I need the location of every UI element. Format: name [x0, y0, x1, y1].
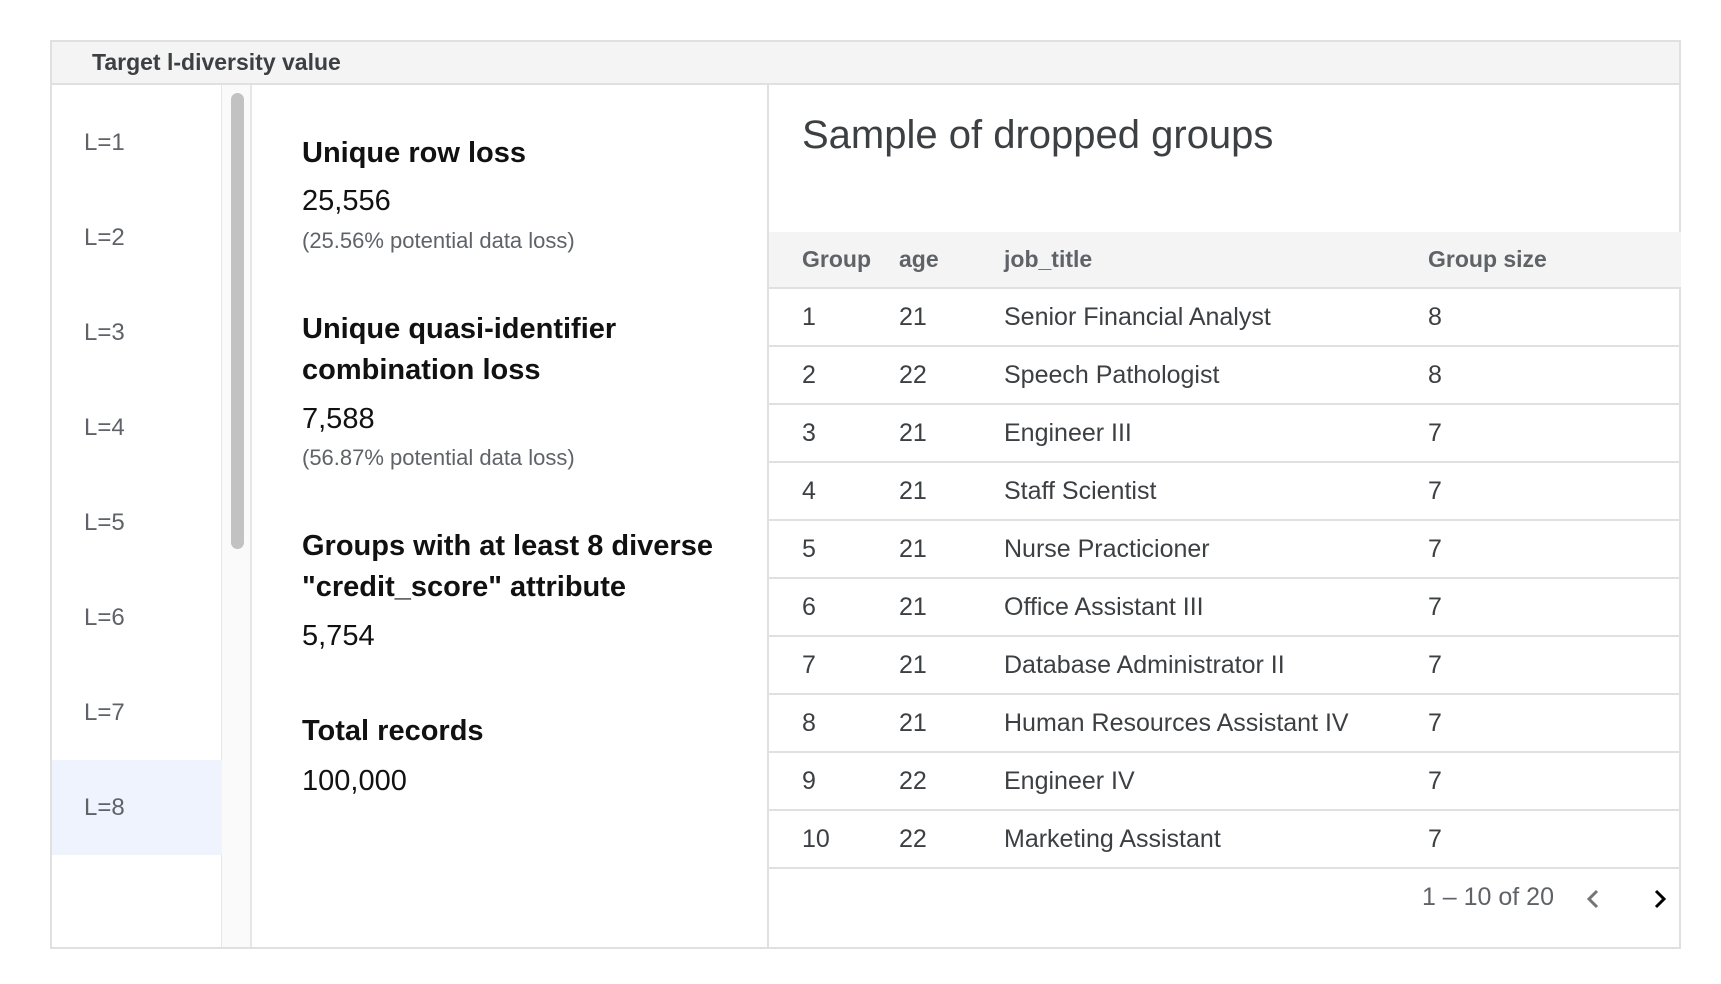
cell-group-size: 8	[1428, 288, 1681, 347]
table-row: 7 21 Database Administrator II 7	[769, 636, 1681, 695]
pagination-range: 1 – 10 of 20	[1421, 883, 1554, 911]
cell-job-title: Office Assistant III	[1004, 578, 1428, 637]
cell-group-size: 7	[1428, 694, 1681, 753]
cell-group: 4	[769, 462, 899, 521]
l-value-item-8-selected[interactable]: L=8	[52, 760, 222, 855]
cell-age: 22	[899, 346, 1004, 405]
unique-row-loss-note: (25.56% potential data loss)	[302, 228, 575, 253]
cell-age: 22	[899, 810, 1004, 869]
groups-title-2: "credit_score" attribute	[302, 571, 627, 603]
cell-group-size: 7	[1428, 462, 1681, 521]
cell-age: 22	[899, 752, 1004, 811]
column-header-group: Group	[769, 232, 899, 289]
qi-loss-title-2: combination loss	[302, 354, 541, 386]
cell-group: 10	[769, 810, 899, 869]
stats-panel: Unique row loss 25,556 (25.56% potential…	[252, 85, 769, 947]
cell-group-size: 7	[1428, 578, 1681, 637]
cell-group: 3	[769, 404, 899, 463]
l-value-list: L=1 L=2 L=3 L=4 L=5 L=6 L=7 L=8	[52, 85, 222, 947]
panel-header: Target l-diversity value	[52, 42, 1679, 85]
dropped-groups-panel: Sample of dropped groups Group age job_t…	[769, 85, 1681, 947]
cell-group: 7	[769, 636, 899, 695]
cell-group: 1	[769, 288, 899, 347]
table-row: 4 21 Staff Scientist 7	[769, 462, 1681, 521]
scrollbar-track[interactable]	[222, 85, 252, 947]
table-row: 8 21 Human Resources Assistant IV 7	[769, 694, 1681, 753]
cell-job-title: Speech Pathologist	[1004, 346, 1428, 405]
cell-job-title: Staff Scientist	[1004, 462, 1428, 521]
dropped-groups-title: Sample of dropped groups	[802, 113, 1274, 157]
table-row: 10 22 Marketing Assistant 7	[769, 810, 1681, 869]
table-row: 3 21 Engineer III 7	[769, 404, 1681, 463]
cell-group: 2	[769, 346, 899, 405]
cell-group: 8	[769, 694, 899, 753]
cell-job-title: Senior Financial Analyst	[1004, 288, 1428, 347]
chevron-left-icon	[1586, 889, 1599, 909]
l-value-item-3[interactable]: L=3	[84, 318, 125, 346]
l-diversity-panel: Target l-diversity value L=1 L=2 L=3 L=4…	[50, 40, 1681, 949]
unique-row-loss-value: 25,556	[302, 185, 391, 217]
cell-group: 6	[769, 578, 899, 637]
table-row: 5 21 Nurse Practicioner 7	[769, 520, 1681, 579]
table-header-row: Group age job_title Group size	[769, 232, 1681, 289]
cell-age: 21	[899, 694, 1004, 753]
cell-age: 21	[899, 288, 1004, 347]
l-value-item-2[interactable]: L=2	[84, 223, 125, 251]
l-value-item-4[interactable]: L=4	[84, 413, 125, 441]
cell-group-size: 7	[1428, 810, 1681, 869]
qi-loss-value: 7,588	[302, 403, 375, 435]
cell-group-size: 7	[1428, 520, 1681, 579]
table-row: 2 22 Speech Pathologist 8	[769, 346, 1681, 405]
cell-job-title: Engineer III	[1004, 404, 1428, 463]
cell-group-size: 7	[1428, 404, 1681, 463]
l-value-item-1[interactable]: L=1	[84, 128, 125, 156]
l-value-item-7[interactable]: L=7	[84, 698, 125, 726]
cell-age: 21	[899, 520, 1004, 579]
qi-loss-title-1: Unique quasi-identifier	[302, 313, 617, 345]
cell-group: 9	[769, 752, 899, 811]
cell-age: 21	[899, 636, 1004, 695]
cell-job-title: Engineer IV	[1004, 752, 1428, 811]
total-records-title: Total records	[302, 715, 484, 747]
next-page-button[interactable]	[1639, 879, 1679, 919]
chevron-right-icon	[1654, 889, 1667, 909]
l-value-item-6[interactable]: L=6	[84, 603, 125, 631]
table-row: 9 22 Engineer IV 7	[769, 752, 1681, 811]
table-row: 6 21 Office Assistant III 7	[769, 578, 1681, 637]
groups-value: 5,754	[302, 620, 375, 652]
cell-group-size: 7	[1428, 636, 1681, 695]
column-header-group-size: Group size	[1428, 232, 1681, 289]
unique-row-loss-title: Unique row loss	[302, 137, 526, 169]
groups-title-1: Groups with at least 8 diverse	[302, 530, 713, 562]
table-row: 1 21 Senior Financial Analyst 8	[769, 288, 1681, 347]
previous-page-button[interactable]	[1574, 879, 1614, 919]
l-value-item-5[interactable]: L=5	[84, 508, 125, 536]
cell-job-title: Marketing Assistant	[1004, 810, 1428, 869]
cell-job-title: Database Administrator II	[1004, 636, 1428, 695]
column-header-job-title: job_title	[1004, 232, 1428, 289]
cell-group-size: 7	[1428, 752, 1681, 811]
cell-age: 21	[899, 462, 1004, 521]
cell-age: 21	[899, 578, 1004, 637]
column-header-age: age	[899, 232, 1004, 289]
scrollbar-thumb[interactable]	[231, 93, 244, 549]
total-records-value: 100,000	[302, 765, 407, 797]
cell-age: 21	[899, 404, 1004, 463]
cell-job-title: Nurse Practicioner	[1004, 520, 1428, 579]
cell-group: 5	[769, 520, 899, 579]
cell-job-title: Human Resources Assistant IV	[1004, 694, 1428, 753]
dropped-groups-table: Group age job_title Group size 1 21 Senior…	[769, 232, 1681, 869]
pagination: 1 – 10 of 20	[1179, 875, 1679, 925]
cell-group-size: 8	[1428, 346, 1681, 405]
qi-loss-note: (56.87% potential data loss)	[302, 445, 575, 470]
